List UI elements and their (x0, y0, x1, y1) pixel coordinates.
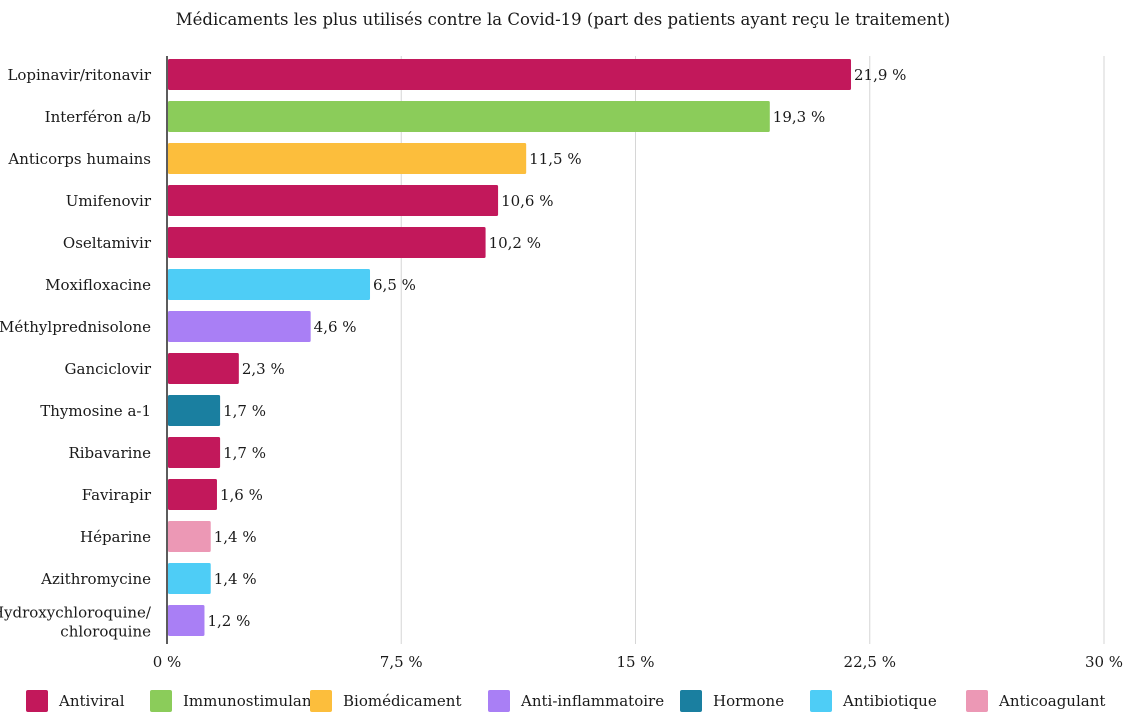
bar (168, 437, 221, 468)
bar (168, 101, 770, 132)
bar (168, 311, 311, 342)
chart-title: Médicaments les plus utilisés contre la … (175, 10, 951, 29)
legend-item: Hormone (680, 690, 784, 712)
category-label: Umifenovir (66, 192, 152, 210)
x-tick-label: 7,5 % (380, 653, 423, 671)
bar (168, 521, 211, 552)
value-label: 1,6 % (220, 486, 263, 504)
legend-label: Hormone (713, 692, 785, 710)
value-label: 11,5 % (529, 150, 581, 168)
x-tick-label: 30 % (1085, 653, 1123, 671)
legend-label: Antibiotique (843, 692, 937, 710)
category-label: Interféron a/b (45, 108, 151, 126)
legend-label: Immunostimulant (183, 692, 318, 710)
bar (168, 143, 527, 174)
value-label: 4,6 % (314, 318, 357, 336)
legend-swatch (26, 690, 48, 712)
value-label: 1,7 % (223, 402, 266, 420)
x-tick-label: 15 % (616, 653, 654, 671)
value-label: 19,3 % (773, 108, 825, 126)
x-tick-label: 0 % (153, 653, 182, 671)
legend-item: Biomédicament (310, 690, 461, 712)
value-label: 1,2 % (207, 612, 250, 630)
value-label: 6,5 % (373, 276, 416, 294)
bar (168, 353, 239, 384)
category-label: Ganciclovir (65, 360, 152, 378)
legend-swatch (810, 690, 832, 712)
category-label: Méthylprednisolone (0, 318, 151, 336)
category-label: Favirapir (82, 486, 152, 504)
bar (168, 269, 371, 300)
category-label: Lopinavir/ritonavir (7, 66, 151, 84)
legend-item: Anticoagulant (966, 690, 1105, 712)
bar (168, 59, 852, 90)
value-label: 1,4 % (214, 570, 257, 588)
bar-chart: 0 % 7,5 % 15 % 22,5 % 30 % 21,9 % Lopinavir/ri… (0, 56, 1123, 671)
category-label: Moxifloxacine (45, 276, 151, 294)
legend-swatch (310, 690, 332, 712)
legend-item: Immunostimulant (150, 690, 318, 712)
chart-legend: Antiviral Immunostimulant Biomédicament Ant… (0, 690, 1126, 716)
legend-swatch (966, 690, 988, 712)
value-label: 2,3 % (242, 360, 285, 378)
bar (168, 563, 211, 594)
value-label: 21,9 % (854, 66, 906, 84)
category-label: Oseltamivir (63, 234, 152, 252)
bar (168, 185, 499, 216)
legend-item: Antiviral (26, 690, 125, 712)
legend-label: Anti-inflammatoire (521, 692, 665, 710)
value-label: 10,6 % (501, 192, 553, 210)
legend-swatch (150, 690, 172, 712)
legend-swatch (488, 690, 510, 712)
legend-swatch (680, 690, 702, 712)
value-label: 1,4 % (214, 528, 257, 546)
value-label: 1,7 % (223, 444, 266, 462)
x-tick-label: 22,5 % (844, 653, 896, 671)
category-label: Thymosine a-1 (40, 402, 151, 420)
bar (168, 479, 217, 510)
bar (168, 227, 486, 258)
legend-label: Anticoagulant (999, 692, 1106, 710)
legend-item: Antibiotique (810, 690, 937, 712)
legend-label: Biomédicament (343, 692, 462, 710)
category-label: Azithromycine (40, 570, 151, 588)
category-label: Hydroxychloroquine/chloroquine (0, 604, 152, 641)
category-label: Anticorps humains (7, 150, 151, 168)
legend-label: Antiviral (59, 692, 125, 710)
category-label: Héparine (80, 528, 151, 546)
category-label: Ribavarine (68, 444, 151, 462)
bar (168, 395, 221, 426)
bar (168, 605, 205, 636)
value-label: 10,2 % (489, 234, 541, 252)
legend-item: Anti-inflammatoire (488, 690, 664, 712)
